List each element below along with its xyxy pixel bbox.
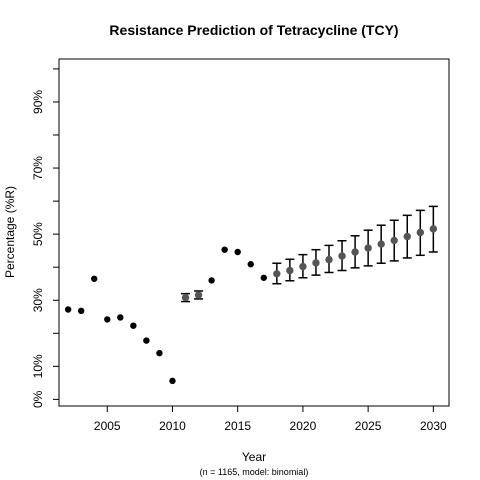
observed-point (130, 322, 137, 329)
observed-point (169, 377, 176, 385)
y-tick-label: 50% (31, 222, 45, 246)
x-tick-label: 2030 (420, 419, 447, 433)
predicted-point (364, 244, 372, 252)
y-tick-label: 30% (31, 288, 45, 312)
predicted-point (338, 252, 346, 260)
observed-point (77, 307, 85, 315)
y-tick-label: 70% (31, 156, 45, 180)
x-axis-label: Year (242, 450, 266, 464)
observed-point (104, 316, 111, 323)
plot-frame (58, 58, 450, 407)
observed-point (156, 349, 163, 357)
x-tick-label: 2020 (290, 419, 317, 433)
data-marks (64, 205, 438, 385)
y-axis: 0% 10% 30% 50% 70% 90% (31, 68, 59, 408)
x-tick-label: 2005 (94, 419, 121, 433)
predicted-point (377, 240, 385, 248)
observed-point (143, 337, 150, 344)
y-tick-label: 10% (31, 354, 45, 378)
y-axis-label: Percentage (%R) (3, 186, 17, 278)
predicted-point (273, 270, 281, 278)
predicted-point (429, 225, 438, 233)
observed-point (117, 314, 124, 321)
y-tick-label: 90% (31, 90, 45, 114)
x-axis: 2005 2010 2015 2020 2025 2030 (94, 406, 447, 433)
chart-title: Resistance Prediction of Tetracycline (T… (109, 22, 398, 38)
observed-point (247, 261, 254, 268)
y-tick-label: 0% (31, 390, 45, 408)
x-tick-label: 2025 (355, 419, 382, 433)
observed-point (234, 248, 241, 256)
chart-caption: (n = 1165, model: binomial) (200, 467, 309, 477)
observed-point (64, 306, 72, 313)
predicted-point (286, 266, 294, 275)
predicted-point (390, 236, 398, 245)
predicted-point (312, 259, 320, 267)
predicted-point (403, 232, 411, 241)
observed-point (260, 274, 267, 281)
interpolated-point (181, 293, 190, 302)
observed-point (208, 277, 215, 284)
predicted-point (299, 262, 307, 271)
observed-point (91, 275, 98, 282)
predicted-point (325, 255, 333, 264)
interpolated-point (194, 291, 203, 299)
observed-point (221, 246, 228, 253)
predicted-point (416, 228, 425, 237)
x-tick-label: 2010 (159, 419, 186, 433)
x-tick-label: 2015 (224, 419, 251, 433)
predicted-point (351, 248, 359, 256)
